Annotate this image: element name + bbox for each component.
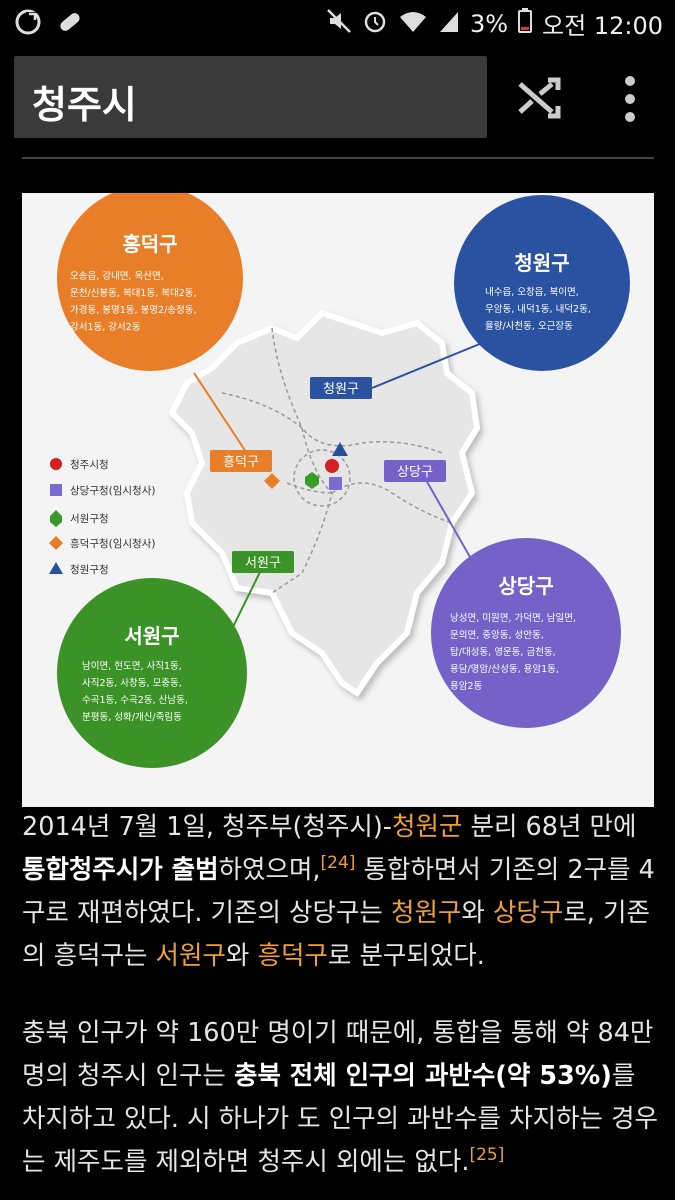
more-options-button[interactable] bbox=[610, 72, 650, 126]
mute-icon bbox=[326, 8, 352, 40]
seowon-circle bbox=[57, 578, 247, 768]
legend-seowon-office: 서원구청 bbox=[70, 513, 109, 525]
sangdang-areas-1: 낭성면, 미원면, 가덕면, 남일면, bbox=[450, 613, 576, 624]
seowon-office-marker bbox=[305, 472, 319, 489]
link-sangdang-gu[interactable]: 상당구 bbox=[492, 898, 564, 928]
cheongwon-circle bbox=[454, 195, 630, 371]
battery-icon bbox=[518, 7, 533, 40]
reference-24[interactable]: [24] bbox=[320, 853, 356, 873]
bold-text: 통합청주시가 출범 bbox=[22, 855, 219, 885]
heungdeok-areas-1: 오송읍, 강내면, 옥산면, bbox=[70, 271, 164, 282]
cheongwon-office-marker bbox=[332, 442, 348, 456]
heungdeok-areas-2: 운천/신봉동, 복대1동, 복대2동, bbox=[70, 288, 197, 299]
legend-city-hall: 청주시청 bbox=[70, 459, 109, 471]
bold-text: 충북 전체 인구의 과반수(약 53%) bbox=[234, 1061, 612, 1091]
cheongwon-title: 청원구 bbox=[514, 251, 569, 275]
link-seowon-gu[interactable]: 서원구 bbox=[155, 941, 226, 971]
page-title: 청주시 bbox=[32, 83, 137, 127]
sangdang-areas-5: 용암2동 bbox=[450, 680, 483, 692]
seowon-areas-1: 남이면, 현도면, 사직1동, bbox=[82, 661, 182, 672]
text-span: 로, 기존의 흥덕구는 bbox=[22, 898, 650, 971]
shuffle-button[interactable] bbox=[512, 70, 568, 126]
legend-sangdang-office: 상당구청(임시청사) bbox=[70, 484, 155, 497]
link-heungdeok-gu[interactable]: 흥덕구 bbox=[257, 941, 328, 971]
seowon-areas-3: 수곡1동, 수곡2동, 산남동, bbox=[82, 695, 188, 706]
heungdeok-circle bbox=[57, 193, 243, 371]
pill-icon bbox=[56, 8, 84, 40]
sangdang-office-marker bbox=[329, 477, 342, 490]
sangdang-areas-2: 문의면, 중앙동, 성안동, bbox=[450, 629, 544, 641]
article-paragraph-2: 충북 인구가 약 160만 명이기 때문에, 통합을 통해 약 84만 명의 청… bbox=[22, 1012, 658, 1184]
text-span: 통합하면서 기존의 2구를 4구로 재편하였다. 기존의 상당구는 bbox=[22, 855, 655, 928]
reference-25[interactable]: [25] bbox=[469, 1145, 505, 1165]
heungdeok-tag: 흥덕구 bbox=[223, 455, 259, 470]
status-bar: 3% 오전 12:00 bbox=[0, 0, 675, 46]
article-paragraph-1: 2014년 7월 1일, 청주부(청주시)-청원군 분리 68년 만에 통합청주… bbox=[22, 806, 658, 978]
text-span: 분리 68년 만에 bbox=[462, 812, 637, 842]
seowon-tag: 서원구 bbox=[245, 556, 281, 571]
link-cheongwon-gu[interactable]: 청원구 bbox=[390, 898, 462, 928]
text-span: 를 차지하고 있다. 시 하나가 도 인구의 과반수를 차지하는 경우는 제주도… bbox=[22, 1061, 658, 1177]
wifi-icon bbox=[398, 8, 428, 40]
text-span: 하였으며, bbox=[218, 855, 321, 885]
heungdeok-title: 흥덕구 bbox=[122, 232, 177, 256]
district-map[interactable]: 흥덕구 청원구 상당구 서원구 오송읍, 강내면, 옥산면, 운천/신봉동, 복… bbox=[22, 193, 654, 807]
clock: 오전 12:00 bbox=[542, 12, 663, 40]
legend-cheongwon-office: 청원구청 bbox=[70, 564, 109, 576]
district-map-graphic: 흥덕구 청원구 상당구 서원구 오송읍, 강내면, 옥산면, 운천/신봉동, 복… bbox=[49, 193, 630, 768]
text-span: 로 분구되었다. bbox=[327, 941, 485, 971]
cheongwon-areas-2: 우암동, 내덕1동, 내덕2동, bbox=[485, 303, 591, 315]
city-hall-marker bbox=[325, 459, 339, 473]
district-borders bbox=[221, 327, 453, 594]
heungdeok-office-marker bbox=[264, 473, 280, 489]
cheongwon-areas-1: 내수읍, 오창읍, 북이면, bbox=[485, 287, 579, 298]
seowon-areas-2: 사직2동, 사창동, 모충동, bbox=[82, 678, 182, 689]
map-legend: 청주시청 상당구청(임시청사) 서원구청 흥덕구청(임시청사) 청원구청 bbox=[49, 458, 155, 576]
cheongwon-tag: 청원구 bbox=[323, 382, 359, 397]
sangdang-tag: 상당구 bbox=[397, 465, 433, 480]
kebab-menu-icon bbox=[625, 76, 635, 122]
page-title-box[interactable]: 청주시 bbox=[14, 56, 487, 138]
sangdang-title: 상당구 bbox=[498, 574, 553, 598]
battery-percent: 3% bbox=[469, 9, 509, 38]
app-notification-icon bbox=[14, 8, 42, 40]
link-cheongwon-gun[interactable]: 청원군 bbox=[392, 812, 463, 842]
text-span: 와 bbox=[461, 898, 493, 928]
city-outline bbox=[168, 309, 481, 698]
shuffle-icon bbox=[518, 77, 561, 119]
sangdang-circle bbox=[431, 538, 621, 728]
legend-heungdeok-office: 흥덕구청(임시청사) bbox=[70, 537, 155, 550]
heungdeok-areas-4: 강서1동, 강서2동 bbox=[70, 322, 141, 333]
text-span: 충북 인구가 약 160만 명이기 때문에, 통합을 통해 약 84만 명의 청… bbox=[22, 1018, 654, 1091]
seowon-areas-4: 분평동, 성화/개신/죽림동 bbox=[82, 711, 182, 723]
heungdeok-areas-3: 가경동, 봉명1동, 봉명2/송정동, bbox=[70, 304, 197, 316]
alarm-icon bbox=[362, 8, 388, 40]
text-span: 와 bbox=[225, 941, 258, 971]
text-span: 2014년 7월 1일, 청주부(청주시)- bbox=[22, 812, 393, 842]
sangdang-areas-4: 용담/명암/산성동, 용암1동, bbox=[450, 663, 559, 675]
sangdang-areas-3: 탑/대성동, 영운동, 금천동, bbox=[450, 646, 556, 658]
cheongwon-areas-3: 율량/사천동, 오근장동 bbox=[485, 320, 573, 332]
seowon-title: 서원구 bbox=[124, 624, 179, 648]
signal-icon bbox=[438, 8, 460, 40]
divider bbox=[22, 157, 654, 159]
